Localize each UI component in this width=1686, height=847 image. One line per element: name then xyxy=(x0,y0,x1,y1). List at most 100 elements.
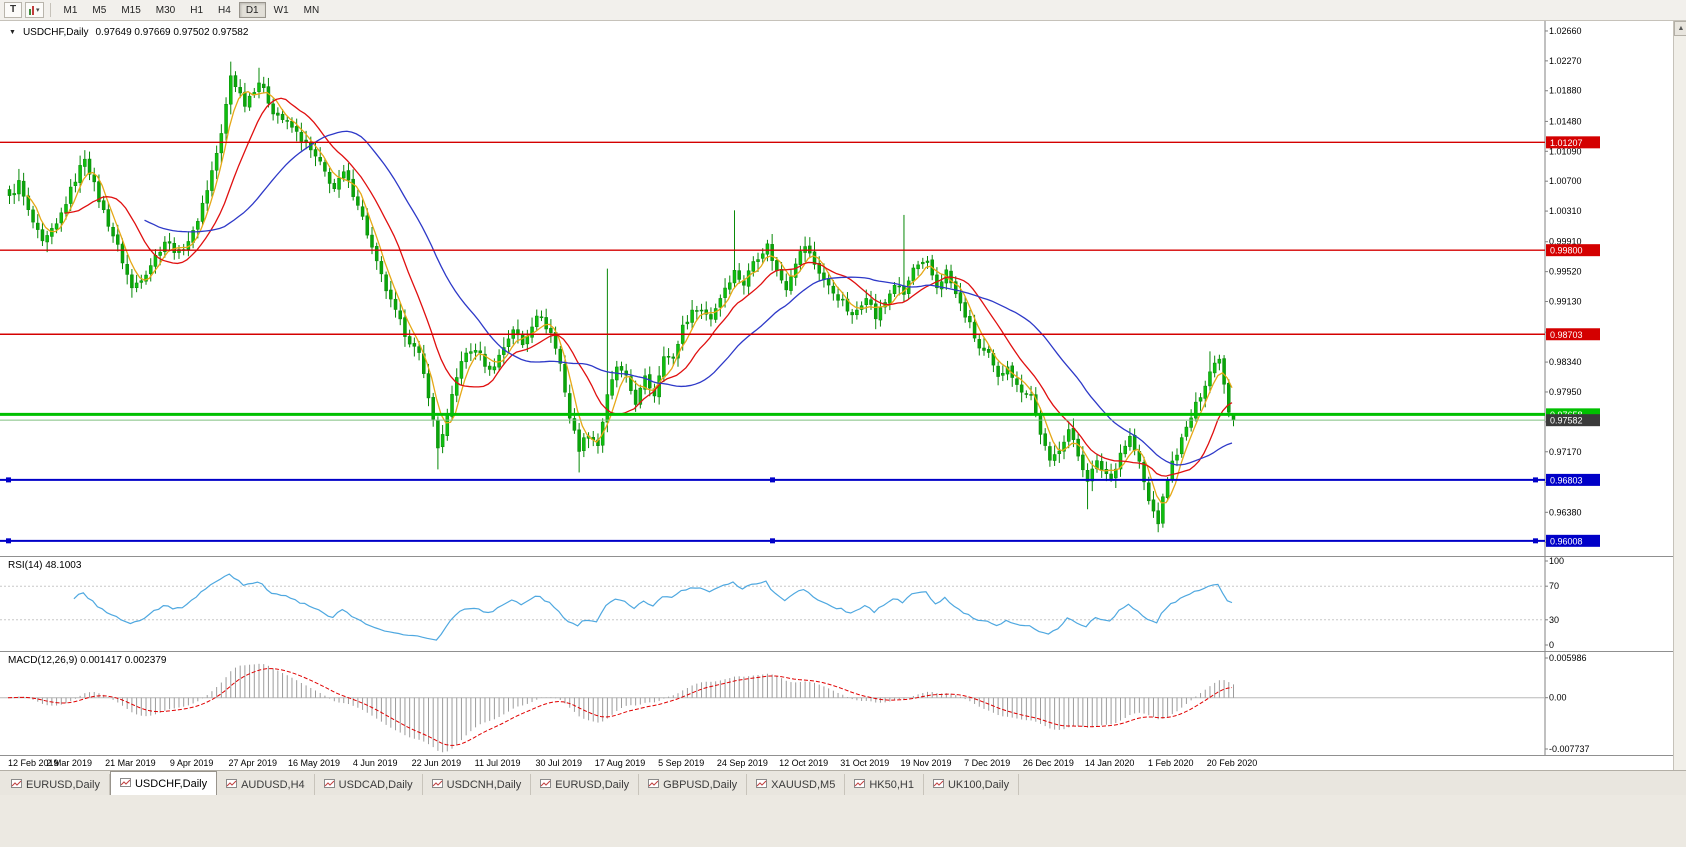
date-label: 4 Jun 2019 xyxy=(352,757,398,768)
chart-icon xyxy=(119,777,131,790)
price-tick-label: 1.02270 xyxy=(1549,56,1582,66)
current-price-badge: 0.97582 xyxy=(1546,414,1600,427)
chart-tab-label: EURUSD,Daily xyxy=(555,778,630,791)
rsi-panel[interactable]: 100 70 30 0 RSI(14) 48.1003 xyxy=(0,556,1673,651)
chart-tab-label: UK100,Daily xyxy=(947,778,1010,791)
price-tick-label: 0.99910 xyxy=(1549,237,1582,247)
macd-label: MACD(12,26,9) 0.001417 0.002379 xyxy=(8,654,167,666)
price-tick-label: 1.01480 xyxy=(1549,116,1582,126)
scrollbar-up-button[interactable]: ▲ xyxy=(1674,21,1686,36)
chart-tab-eurusd-daily[interactable]: EURUSD,Daily xyxy=(531,774,640,796)
price-tick-label: 1.01090 xyxy=(1549,146,1582,156)
chart-window: 1.02660 1.02270 1.01880 1.01480 1.01090 1.007… xyxy=(0,21,1673,771)
support-blue-1-price-badge: 0.96803 xyxy=(1546,473,1600,486)
timeframe-button-mn[interactable]: MN xyxy=(297,2,327,18)
resistance-2-price-badge: 0.99800 xyxy=(1546,244,1600,257)
date-label: 14 Jan 2020 xyxy=(1084,757,1135,768)
support-blue-1-marker[interactable] xyxy=(1533,477,1538,483)
timeframe-button-m5[interactable]: M5 xyxy=(85,2,113,18)
text-cursor-icon: T xyxy=(9,4,17,15)
price-tick-label: 0.99520 xyxy=(1549,267,1582,277)
resistance-3-price-label: 0.98703 xyxy=(1550,330,1583,340)
timeframe-button-m15[interactable]: M15 xyxy=(114,2,147,18)
chart-tab-usdchf-daily[interactable]: USDCHF,Daily xyxy=(109,771,218,796)
chart-tab-usdcad-daily[interactable]: USDCAD,Daily xyxy=(314,774,423,796)
support-blue-1-marker[interactable] xyxy=(770,477,775,483)
rsi-label: RSI(14) 48.1003 xyxy=(8,559,82,571)
price-tick-label: 1.01880 xyxy=(1549,86,1582,96)
chart-tab-label: XAUUSD,M5 xyxy=(771,778,836,791)
panel-splitter[interactable] xyxy=(0,556,1673,557)
timeframe-button-d1[interactable]: D1 xyxy=(238,2,266,18)
rsi-canvas[interactable]: 100 70 30 0 xyxy=(0,556,1673,651)
macd-histogram xyxy=(13,663,1234,753)
date-label: 2 Mar 2019 xyxy=(46,757,92,768)
rsi-line xyxy=(73,573,1233,641)
timeframe-button-m1[interactable]: M1 xyxy=(57,2,85,18)
date-label: 11 Jul 2019 xyxy=(474,757,521,768)
moving-average-30-line xyxy=(144,130,1233,466)
chart-icon xyxy=(226,778,238,791)
chart-tab-hk50-h1[interactable]: HK50,H1 xyxy=(845,774,924,796)
top-toolbar: T ▾ M1 M5 M15 M30 H1 H4 D1 W1 MN xyxy=(0,0,1686,21)
chart-tab-label: USDCHF,Daily xyxy=(134,777,208,790)
chart-tab-eurusd-daily[interactable]: EURUSD,Daily xyxy=(2,774,110,796)
pointer-tool-button[interactable]: T xyxy=(4,2,22,18)
chart-tab-uk100-daily[interactable]: UK100,Daily xyxy=(923,774,1020,796)
chart-tab-bar: EURUSD,Daily USDCHF,Daily AUDUSD,H4 USDCAD,… xyxy=(0,770,1686,796)
price-tick-label: 1.00700 xyxy=(1549,176,1582,186)
resistance-3-price-badge: 0.98703 xyxy=(1546,328,1600,341)
moving-average-13-line xyxy=(64,97,1233,477)
date-label: 26 Dec 2019 xyxy=(1022,757,1074,768)
up-arrow-icon: ▲ xyxy=(1677,25,1685,32)
chart-tab-label: AUDUSD,H4 xyxy=(241,778,305,791)
chart-ohlc-values: 0.97649 0.97669 0.97502 0.97582 xyxy=(95,27,249,38)
rsi-tick-label: 0 xyxy=(1549,640,1554,650)
cursor-mode-dropdown-button[interactable]: ▾ xyxy=(25,2,44,18)
chart-icon xyxy=(756,778,768,791)
date-label: 17 Aug 2019 xyxy=(594,757,646,768)
dropdown-arrow-icon: ▾ xyxy=(36,7,40,14)
price-tick-label: 1.02660 xyxy=(1549,26,1582,36)
resistance-2-price-label: 0.99800 xyxy=(1550,246,1583,256)
macd-panel[interactable]: 0.005986 0.00 -0.007737 MACD(12,26,9) 0.00… xyxy=(0,651,1673,755)
timeframe-button-m30[interactable]: M30 xyxy=(149,2,182,18)
date-label: 5 Sep 2019 xyxy=(658,757,705,768)
price-chart-canvas[interactable]: 1.02660 1.02270 1.01880 1.01480 1.01090 1.007… xyxy=(0,21,1673,556)
macd-signal-line xyxy=(7,667,1233,746)
support-blue-2-marker[interactable] xyxy=(6,538,11,544)
chart-tab-audusd-h4[interactable]: AUDUSD,H4 xyxy=(217,774,315,796)
timeframe-button-h1[interactable]: H1 xyxy=(183,2,210,18)
timeframe-button-w1[interactable]: W1 xyxy=(267,2,296,18)
bottom-filler xyxy=(0,795,1686,847)
price-tick-label: 0.98340 xyxy=(1549,357,1582,367)
support-blue-2-marker[interactable] xyxy=(770,538,775,544)
support-blue-1-marker[interactable] xyxy=(6,477,11,483)
chart-tab-usdcnh-daily[interactable]: USDCNH,Daily xyxy=(422,774,532,796)
price-chart-panel[interactable]: 1.02660 1.02270 1.01880 1.01480 1.01090 1.007… xyxy=(0,21,1673,556)
date-label: 30 Jul 2019 xyxy=(535,757,583,768)
price-tick-label: 0.97950 xyxy=(1549,387,1582,397)
date-label: 20 Feb 2020 xyxy=(1206,757,1258,768)
macd-canvas[interactable]: 0.005986 0.00 -0.007737 xyxy=(0,651,1673,755)
vertical-scrollbar[interactable]: ▲ xyxy=(1673,21,1686,771)
date-label: 24 Sep 2019 xyxy=(716,757,768,768)
chart-tab-xauusd-m5[interactable]: XAUUSD,M5 xyxy=(747,774,846,796)
support-blue-2-marker[interactable] xyxy=(1533,538,1538,544)
chart-icon xyxy=(11,778,22,791)
symbol-dropdown-icon: ▼ xyxy=(9,29,16,36)
chart-tab-label: USDCAD,Daily xyxy=(338,778,413,791)
price-tick-label: 0.99130 xyxy=(1549,297,1582,307)
chart-icon xyxy=(854,778,866,791)
panel-splitter xyxy=(0,754,1673,756)
date-label: 22 Jun 2019 xyxy=(411,757,462,768)
panel-splitter[interactable] xyxy=(0,650,1673,652)
chart-title: ▼ USDCHF,Daily 0.97649 0.97669 0.97502 0… xyxy=(9,27,248,38)
macd-tick-label: 0.00 xyxy=(1549,693,1567,703)
chart-icon xyxy=(648,778,660,791)
date-label: 7 Dec 2019 xyxy=(964,757,1011,768)
macd-tick-label: 0.005986 xyxy=(1549,653,1587,663)
chart-tab-gbpusd-daily[interactable]: GBPUSD,Daily xyxy=(639,774,748,796)
timeframe-button-h4[interactable]: H4 xyxy=(211,2,238,18)
